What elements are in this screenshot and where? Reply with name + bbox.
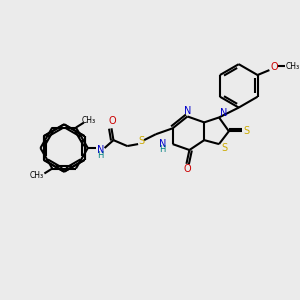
Text: CH₃: CH₃ [29, 171, 44, 180]
Text: N: N [97, 145, 104, 155]
Text: N: N [159, 139, 166, 149]
Text: N: N [220, 109, 228, 118]
Text: O: O [184, 164, 191, 174]
Text: O: O [109, 116, 116, 126]
Text: H: H [160, 146, 166, 154]
Text: CH₃: CH₃ [82, 116, 96, 125]
Text: H: H [98, 152, 104, 160]
Text: S: S [244, 126, 250, 136]
Text: O: O [271, 62, 278, 72]
Text: CH₃: CH₃ [286, 61, 300, 70]
Text: S: S [138, 136, 144, 146]
Text: S: S [221, 143, 227, 153]
Text: N: N [184, 106, 191, 116]
